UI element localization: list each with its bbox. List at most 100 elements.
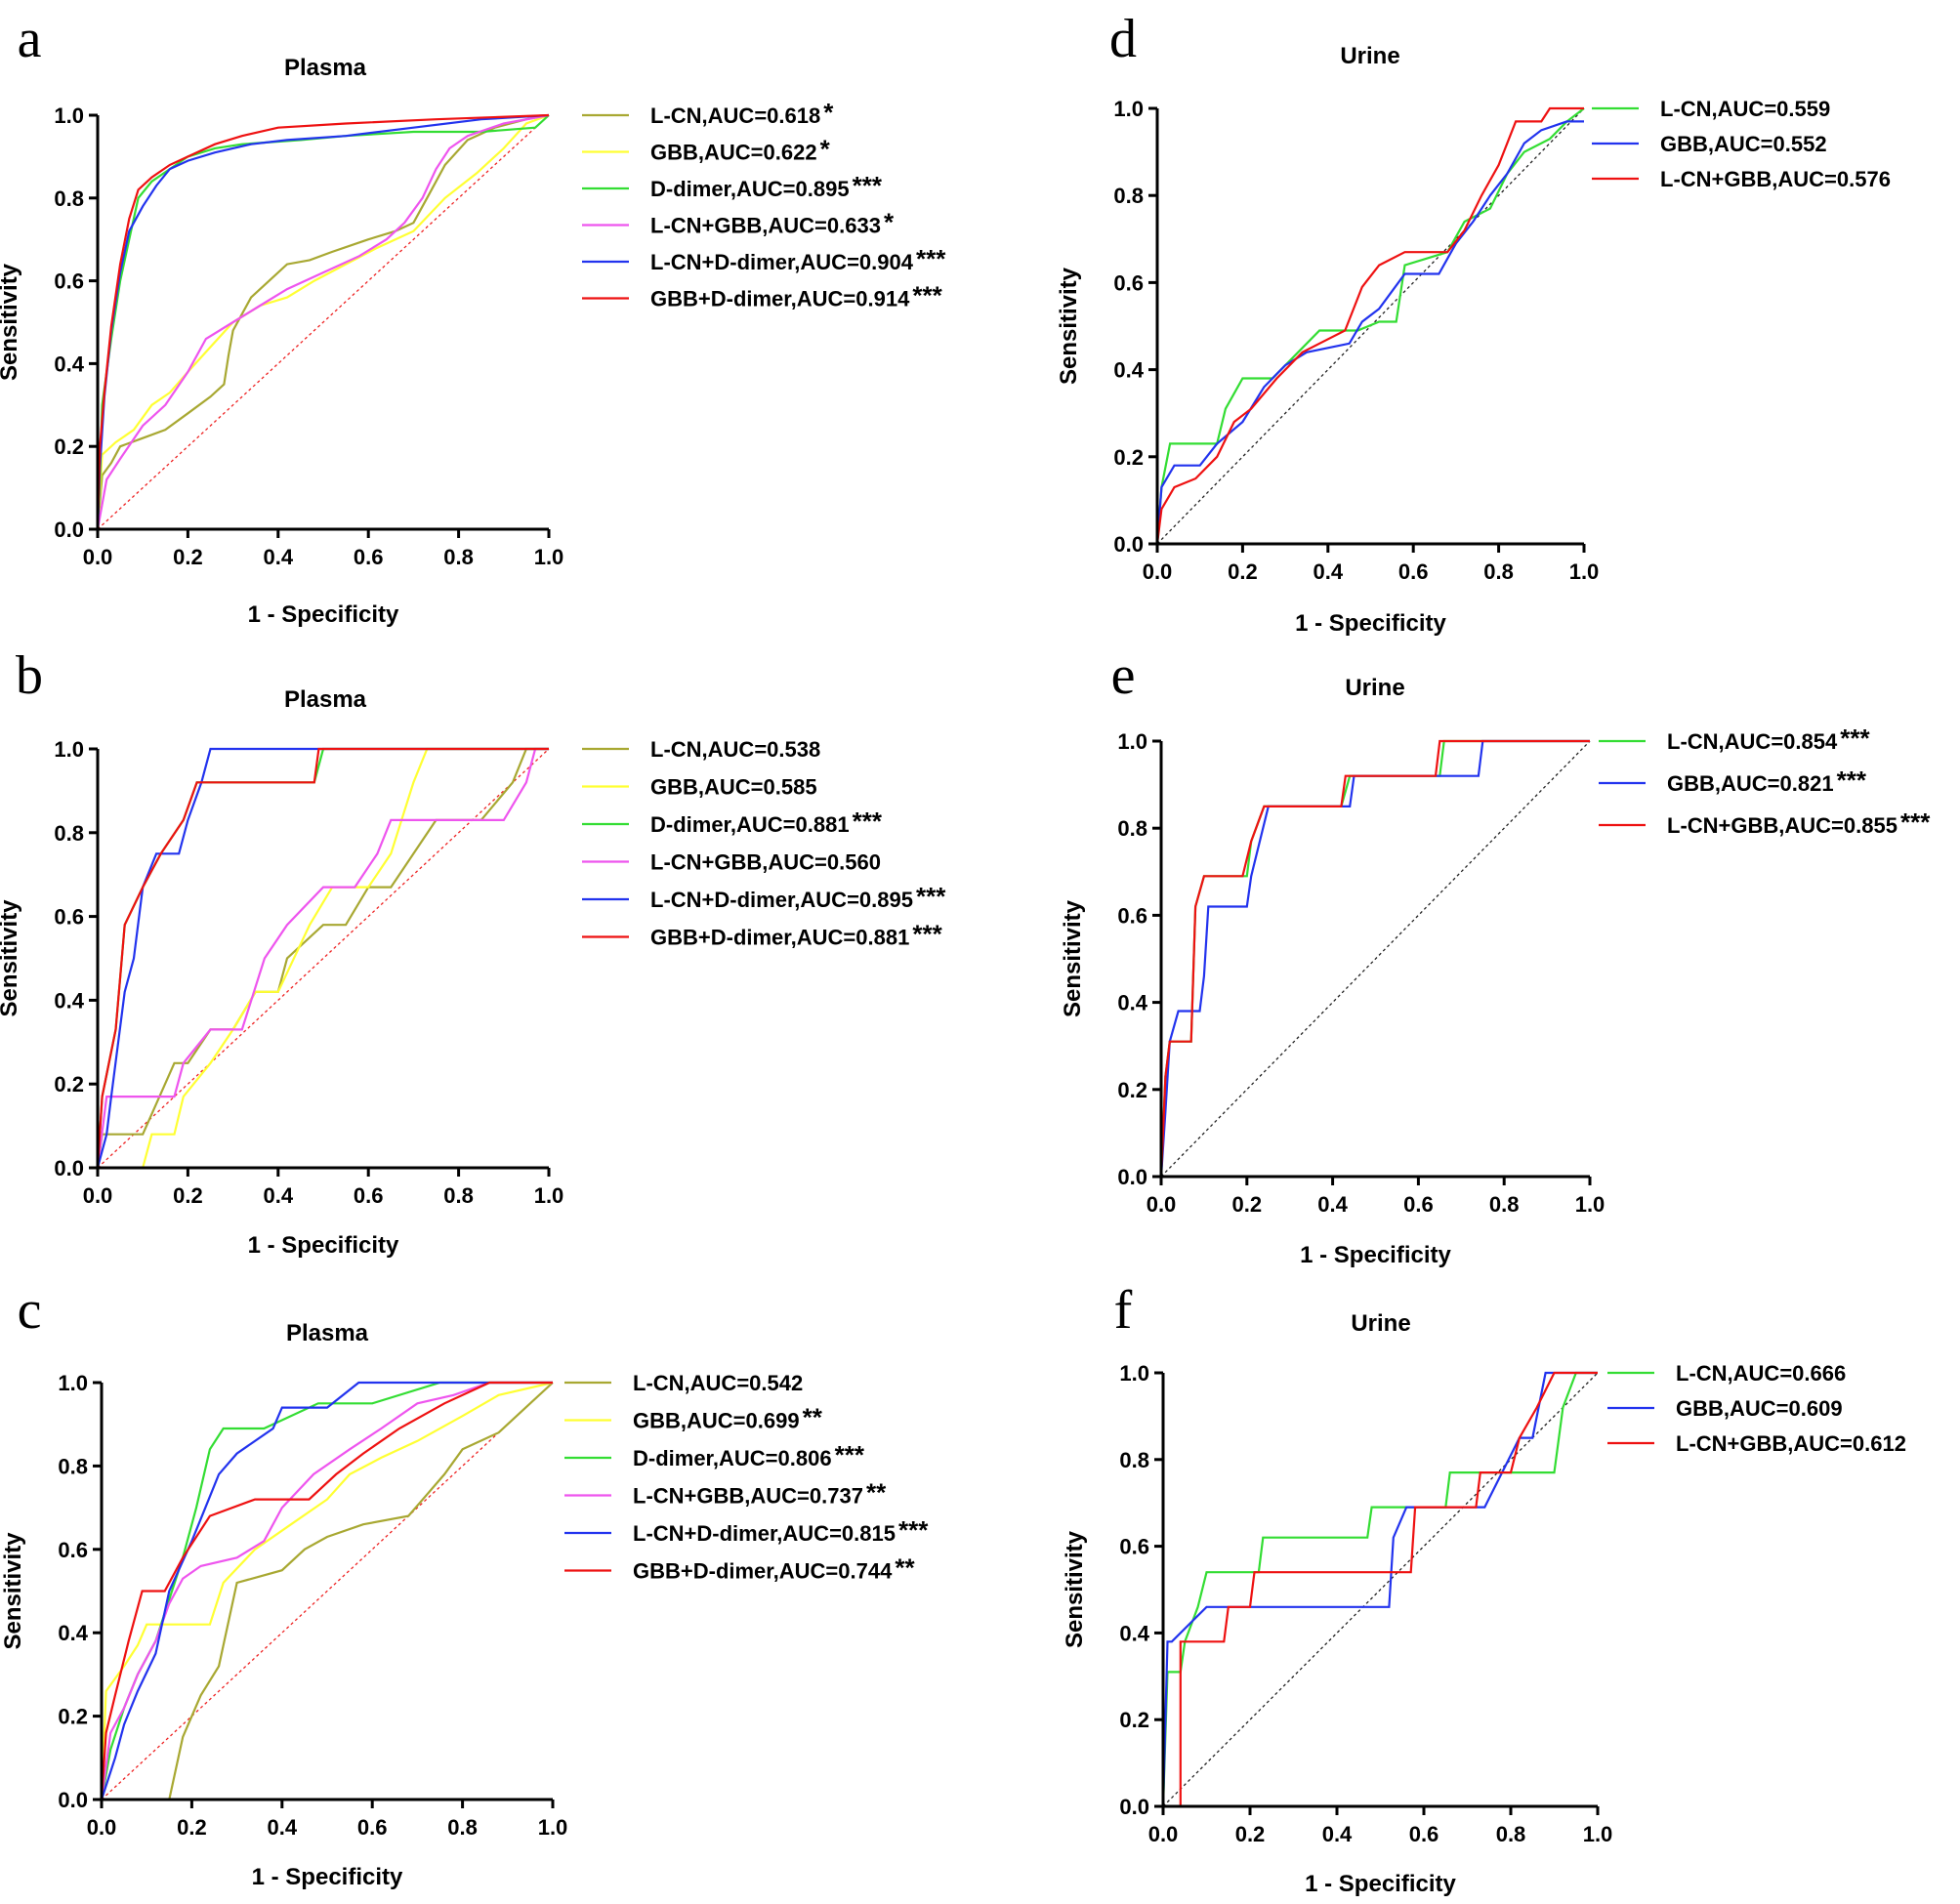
y-tick-label-b-0: 0.0 [54, 1156, 84, 1180]
x-tick-label-c-4: 0.8 [447, 1815, 478, 1840]
roc-curve-c-0 [102, 1382, 554, 1801]
y-tick-label-c-1: 0.2 [58, 1705, 88, 1729]
y-tick-label-f-0: 0.0 [1119, 1795, 1149, 1819]
significance-stars: *** [1837, 766, 1867, 795]
legend-entry-c-5: GBB+D-dimer,AUC=0.744 ** [633, 1553, 915, 1584]
chart-title-a: Plasma [284, 55, 367, 81]
x-tick-label-f-1: 0.2 [1235, 1822, 1266, 1846]
x-axis-label-d: 1 - Specificity [1295, 610, 1446, 637]
roc-curve-d-2 [1155, 106, 1584, 545]
chart-title-c: Plasma [286, 1320, 369, 1346]
roc-curve-c-5 [100, 1381, 553, 1801]
significance-stars: *** [853, 171, 883, 200]
x-tick-label-e-4: 0.8 [1489, 1192, 1520, 1217]
x-tick-label-c-0: 0.0 [87, 1815, 117, 1840]
legend-entry-b-3: L-CN+GBB,AUC=0.560 [650, 850, 881, 875]
x-tick-label-b-5: 1.0 [534, 1183, 564, 1208]
significance-stars: *** [898, 1515, 929, 1545]
x-tick-label-e-3: 0.6 [1403, 1192, 1434, 1217]
legend-entry-c-0: L-CN,AUC=0.542 [633, 1371, 803, 1395]
x-tick-label-b-3: 0.6 [354, 1183, 384, 1208]
legend-entry-c-4: L-CN+D-dimer,AUC=0.815 *** [633, 1515, 929, 1546]
significance-stars: * [823, 98, 834, 127]
significance-stars: *** [853, 807, 883, 836]
x-tick-label-b-0: 0.0 [83, 1183, 113, 1208]
x-tick-label-d-1: 0.2 [1228, 559, 1258, 584]
y-tick-label-a-2: 0.4 [54, 352, 84, 376]
y-axis-label-e: Sensitivity [1060, 899, 1086, 1017]
x-tick-label-e-0: 0.0 [1147, 1192, 1177, 1217]
significance-stars: ** [803, 1403, 823, 1432]
x-tick-label-a-1: 0.2 [173, 545, 203, 569]
legend-entry-d-1: GBB,AUC=0.552 [1660, 132, 1827, 156]
x-tick-label-f-3: 0.6 [1409, 1822, 1439, 1846]
legend-entry-a-0: L-CN,AUC=0.618 * [650, 98, 834, 128]
x-axis-label-a: 1 - Specificity [248, 601, 399, 628]
y-tick-label-f-3: 0.6 [1119, 1535, 1149, 1559]
x-tick-label-a-2: 0.4 [264, 545, 294, 569]
reference-diagonal-e [1160, 740, 1591, 1178]
panel-c: c Plasma 0.0 0.0 0.2 0.2 0.4 0.4 0.6 0.6 0.8 0.8 1.0… [0, 1280, 929, 1890]
reference-diagonal-b [97, 748, 550, 1169]
x-tick-label-a-3: 0.6 [354, 545, 384, 569]
significance-stars: *** [912, 281, 942, 310]
x-tick-label-f-5: 1.0 [1583, 1822, 1613, 1846]
legend-entry-b-0: L-CN,AUC=0.538 [650, 737, 820, 762]
roc-curve-a-1 [96, 113, 550, 530]
x-tick-label-f-2: 0.4 [1322, 1822, 1353, 1846]
roc-curve-c-4 [100, 1381, 553, 1801]
legend-entry-c-2: D-dimer,AUC=0.806 *** [633, 1440, 865, 1470]
panel-e: e Urine 0.00.0 0.2 0.2 0.4 0.4 0.6 0.6 0.8 0.8 1.0 1… [1060, 645, 1931, 1268]
y-tick-label-a-1: 0.2 [54, 435, 84, 459]
x-tick-label-c-3: 0.6 [357, 1815, 388, 1840]
y-tick-label-f-2: 0.4 [1119, 1621, 1149, 1645]
significance-stars: *** [1840, 724, 1870, 753]
significance-stars: * [820, 135, 831, 164]
roc-curve-b-1 [98, 747, 549, 1170]
roc-curve-a-5 [96, 113, 550, 530]
y-tick-label-f-4: 0.8 [1119, 1448, 1149, 1472]
y-tick-label-c-2: 0.4 [58, 1621, 88, 1645]
legend-entry-f-2: L-CN+GBB,AUC=0.612 [1676, 1431, 1906, 1456]
roc-curve-d-0 [1155, 107, 1585, 545]
roc-curve-c-1 [100, 1381, 554, 1801]
x-tick-label-b-2: 0.4 [264, 1183, 294, 1208]
legend-entry-a-4: L-CN+D-dimer,AUC=0.904 *** [650, 244, 946, 274]
y-tick-label-c-5: 1.0 [58, 1371, 88, 1395]
x-tick-label-c-2: 0.4 [268, 1815, 298, 1840]
legend-entry-c-3: L-CN+GBB,AUC=0.737 ** [633, 1478, 887, 1509]
roc-curve-f-1 [1161, 1371, 1598, 1807]
x-tick-label-b-1: 0.2 [173, 1183, 203, 1208]
x-axis-label-f: 1 - Specificity [1305, 1871, 1456, 1897]
significance-stars: * [884, 208, 895, 237]
y-tick-label-b-1: 0.2 [54, 1072, 84, 1097]
panel-letter-f: f [1114, 1280, 1133, 1341]
x-tick-label-a-4: 0.8 [443, 545, 474, 569]
chart-title-b: Plasma [284, 686, 367, 713]
x-tick-label-c-5: 1.0 [538, 1815, 568, 1840]
x-tick-label-a-5: 1.0 [534, 545, 564, 569]
y-tick-label-d-2: 0.4 [1113, 358, 1144, 383]
panel-letter-e: e [1111, 645, 1136, 706]
legend-entry-b-4: L-CN+D-dimer,AUC=0.895 *** [650, 882, 946, 912]
legend-entry-e-0: L-CN,AUC=0.854 *** [1667, 724, 1870, 754]
chart-title-d: Urine [1340, 43, 1399, 69]
y-axis-label-a: Sensitivity [0, 263, 22, 381]
significance-stars: ** [895, 1553, 915, 1583]
x-tick-label-c-1: 0.2 [177, 1815, 207, 1840]
significance-stars: *** [835, 1440, 865, 1469]
x-axis-label-c: 1 - Specificity [252, 1864, 403, 1890]
y-tick-label-e-2: 0.4 [1117, 991, 1147, 1015]
legend-entry-d-0: L-CN,AUC=0.559 [1660, 97, 1830, 121]
x-tick-label-d-0: 0.0 [1143, 559, 1173, 584]
reference-diagonal-a [97, 114, 550, 530]
y-tick-label-b-5: 1.0 [54, 737, 84, 762]
legend-entry-f-0: L-CN,AUC=0.666 [1676, 1361, 1846, 1386]
significance-stars: ** [866, 1478, 887, 1508]
panel-letter-d: d [1109, 9, 1137, 69]
y-tick-label-a-0: 0.0 [54, 517, 84, 542]
x-tick-label-d-4: 0.8 [1483, 559, 1514, 584]
roc-curve-b-4 [96, 747, 549, 1169]
y-tick-label-f-1: 0.2 [1119, 1708, 1149, 1732]
